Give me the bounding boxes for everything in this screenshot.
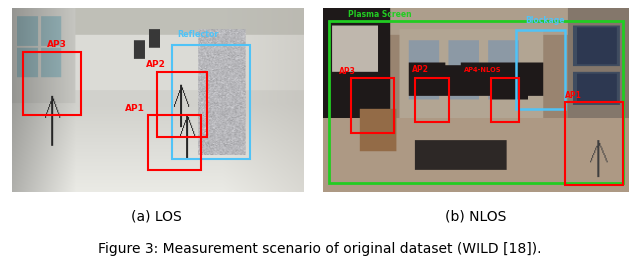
Text: AP3: AP3 <box>339 67 355 76</box>
Text: (b) NLOS: (b) NLOS <box>445 210 507 224</box>
Text: AP3: AP3 <box>47 39 67 49</box>
Text: AP4-NLOS: AP4-NLOS <box>464 67 501 73</box>
Text: AP1: AP1 <box>565 91 582 100</box>
Bar <box>415 78 449 122</box>
Bar <box>23 52 81 115</box>
Text: Figure 3: Measurement scenario of original dataset (WILD [18]).: Figure 3: Measurement scenario of origin… <box>99 241 541 256</box>
Text: Blockage: Blockage <box>525 16 564 25</box>
Bar <box>157 72 207 137</box>
Text: Plasma Screen: Plasma Screen <box>348 10 412 19</box>
Text: Reflector: Reflector <box>177 30 219 39</box>
Text: AP2: AP2 <box>145 60 165 69</box>
Bar <box>492 78 519 122</box>
Bar <box>516 30 565 109</box>
Bar <box>172 45 250 159</box>
Bar <box>148 115 201 170</box>
Bar <box>351 78 394 133</box>
Text: (a) LOS: (a) LOS <box>131 210 182 224</box>
Text: AP2: AP2 <box>412 65 429 74</box>
Text: AP1: AP1 <box>125 104 145 113</box>
Bar <box>330 21 623 183</box>
Bar <box>565 102 623 185</box>
